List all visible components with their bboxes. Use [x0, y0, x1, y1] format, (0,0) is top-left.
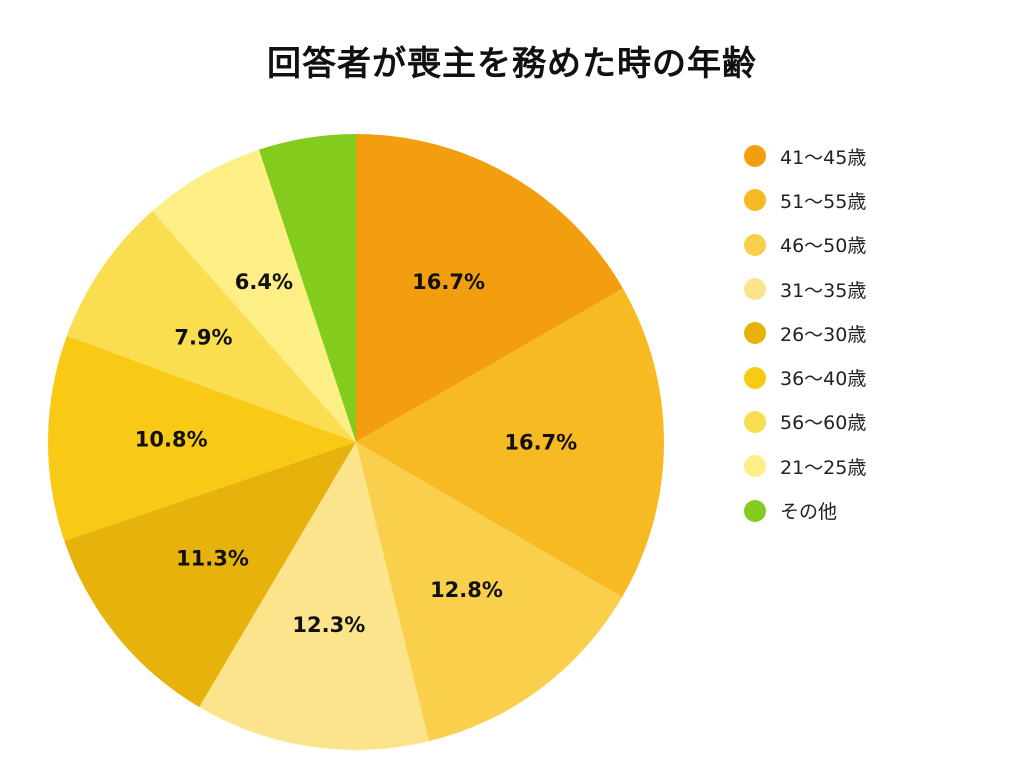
pie-slice-7 — [152, 149, 356, 442]
pie-slice-3 — [199, 442, 429, 750]
slice-value-label-7: 6.4% — [235, 270, 293, 294]
legend-swatch — [744, 233, 766, 256]
pie-slice-6 — [66, 210, 357, 442]
legend-label: 36〜40歳 — [780, 368, 867, 391]
legend-item-5: 36〜40歳 — [744, 355, 866, 399]
slice-value-label-6: 7.9% — [174, 326, 232, 350]
legend-swatch — [744, 499, 766, 522]
legend-item-6: 56〜60歳 — [744, 400, 866, 444]
pie-slice-5 — [47, 335, 357, 541]
pie-slice-0 — [356, 134, 624, 442]
legend-swatch — [744, 189, 766, 212]
slice-value-label-2: 12.8% — [430, 578, 503, 602]
legend: 41〜45歳 51〜55歳 46〜50歳 31〜35歳 26〜30歳 36〜40歳 56〜6… — [744, 134, 866, 533]
legend-swatch — [744, 366, 766, 389]
slice-value-label-1: 16.7% — [504, 431, 577, 455]
legend-label: 26〜30歳 — [780, 323, 867, 346]
legend-item-8: その他 — [744, 488, 866, 532]
legend-swatch — [744, 455, 766, 478]
pie-slice-4 — [64, 442, 356, 708]
slice-value-label-5: 10.8% — [135, 428, 208, 452]
legend-label: その他 — [780, 501, 838, 524]
pie-slice-8 — [258, 134, 356, 442]
legend-label: 41〜45歳 — [780, 146, 867, 169]
legend-swatch — [744, 145, 766, 168]
slice-value-label-4: 11.3% — [176, 546, 249, 570]
pie-slice-2 — [356, 442, 623, 742]
chart-title: 回答者が喪主を務めた時の年齢 — [267, 44, 757, 84]
legend-label: 31〜35歳 — [780, 279, 867, 302]
legend-swatch — [744, 322, 766, 345]
legend-item-0: 41〜45歳 — [744, 134, 866, 178]
legend-label: 46〜50歳 — [780, 235, 867, 258]
legend-swatch — [744, 410, 766, 433]
legend-label: 56〜60歳 — [780, 412, 867, 435]
legend-item-1: 51〜55歳 — [744, 178, 866, 222]
legend-item-2: 46〜50歳 — [744, 223, 866, 267]
legend-item-7: 21〜25歳 — [744, 444, 866, 488]
legend-label: 21〜25歳 — [780, 456, 867, 479]
legend-swatch — [744, 278, 766, 301]
slice-value-label-3: 12.3% — [292, 613, 365, 637]
legend-item-3: 31〜35歳 — [744, 267, 866, 311]
legend-label: 51〜55歳 — [780, 190, 867, 213]
pie-slice-1 — [356, 288, 665, 598]
slice-value-label-0: 16.7% — [412, 270, 485, 294]
legend-item-4: 26〜30歳 — [744, 311, 866, 355]
